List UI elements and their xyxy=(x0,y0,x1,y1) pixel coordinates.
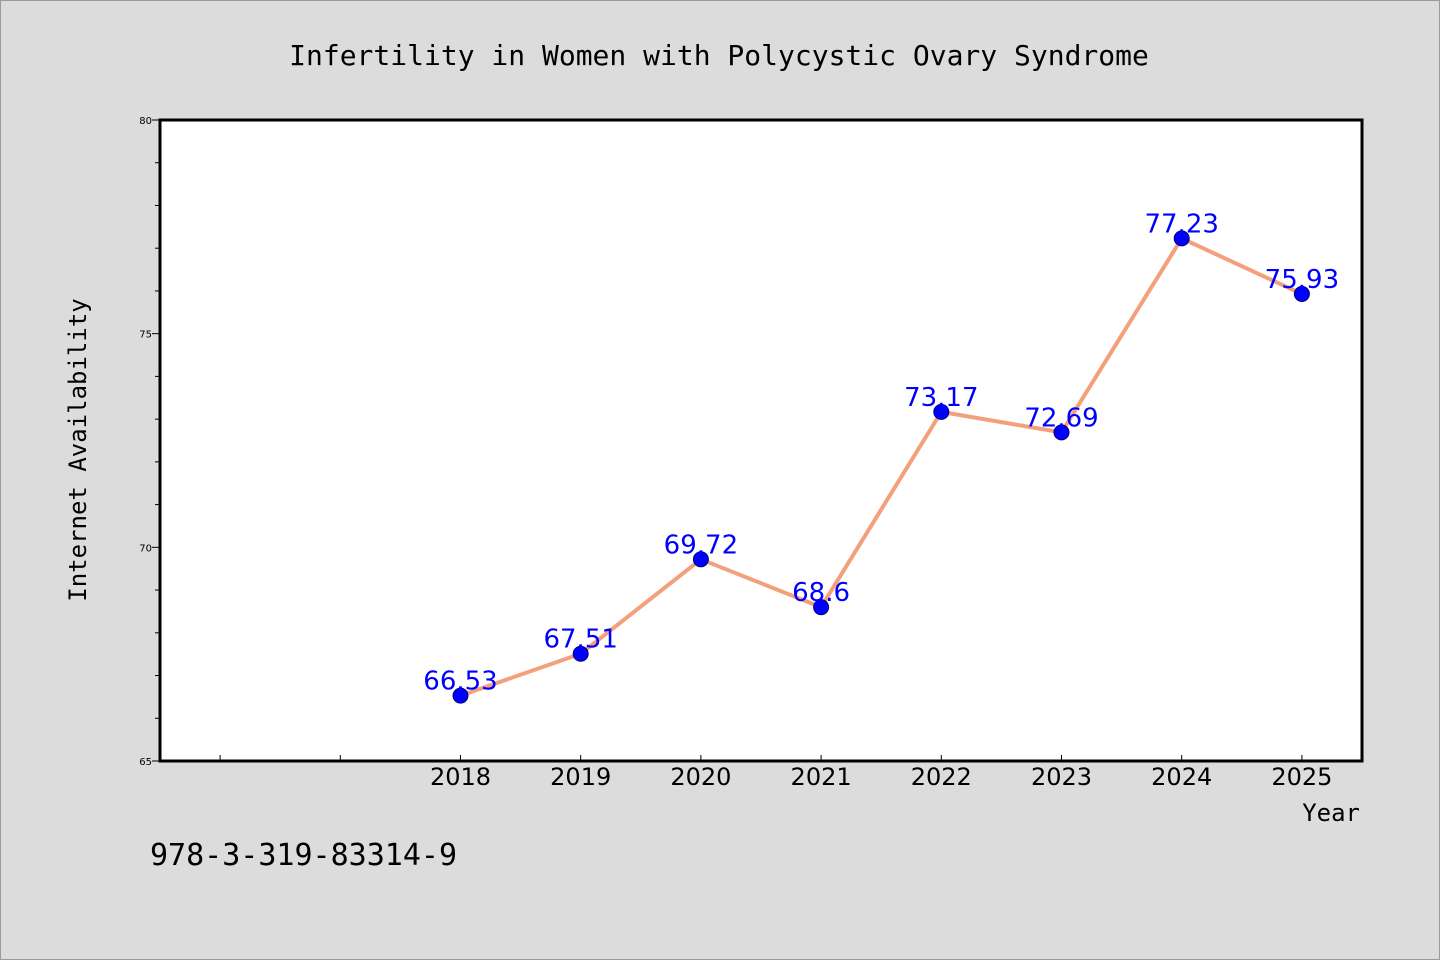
data-point xyxy=(813,599,830,616)
data-point xyxy=(933,403,950,420)
x-axis: 2018 2019 2020 2021 2022 2023 2024 2025 xyxy=(219,755,1332,791)
data-point xyxy=(1053,424,1070,441)
data-label: 69.72 xyxy=(664,530,738,560)
x-axis-title: Year xyxy=(1302,799,1360,827)
data-point xyxy=(1293,285,1310,302)
x-tick-label: 2022 xyxy=(911,763,972,791)
y-axis-title: Internet Availability xyxy=(64,298,92,601)
data-point xyxy=(452,687,469,704)
data-point xyxy=(572,645,589,662)
series-layer xyxy=(452,230,1310,704)
data-label: 67.51 xyxy=(543,625,617,655)
series-line xyxy=(459,236,1303,698)
plot-frame xyxy=(158,118,1364,763)
x-tick-label: 2018 xyxy=(430,763,491,791)
data-label: 66.53 xyxy=(423,667,497,697)
x-tick-label: 2023 xyxy=(1031,763,1092,791)
x-tick-label: 2025 xyxy=(1271,763,1332,791)
isbn-text: 978-3-319-83314-9 xyxy=(150,838,457,873)
data-labels: 66.53 67.51 69.72 68.6 73.17 72.69 77.23 75.93 xyxy=(423,209,1339,696)
data-label: 72.69 xyxy=(1024,403,1098,433)
y-axis: 65 70 75 80 xyxy=(139,116,160,768)
x-tick-label: 2020 xyxy=(670,763,731,791)
data-point xyxy=(692,551,709,568)
data-label: 68.6 xyxy=(792,578,850,608)
y-tick-label: 75 xyxy=(139,330,152,341)
x-tick-label: 2019 xyxy=(550,763,611,791)
y-tick-label: 65 xyxy=(139,757,152,768)
chart-title: Infertility in Women with Polycystic Ova… xyxy=(289,39,1149,72)
data-label: 73.17 xyxy=(904,383,978,413)
x-tick-label: 2021 xyxy=(791,763,852,791)
data-label: 75.93 xyxy=(1265,265,1339,295)
y-tick-label: 80 xyxy=(139,116,152,127)
x-tick-label: 2024 xyxy=(1151,763,1212,791)
data-label: 77.23 xyxy=(1144,209,1218,239)
data-point xyxy=(1173,230,1190,247)
y-tick-label: 70 xyxy=(139,543,152,554)
plot-area xyxy=(160,120,1362,761)
